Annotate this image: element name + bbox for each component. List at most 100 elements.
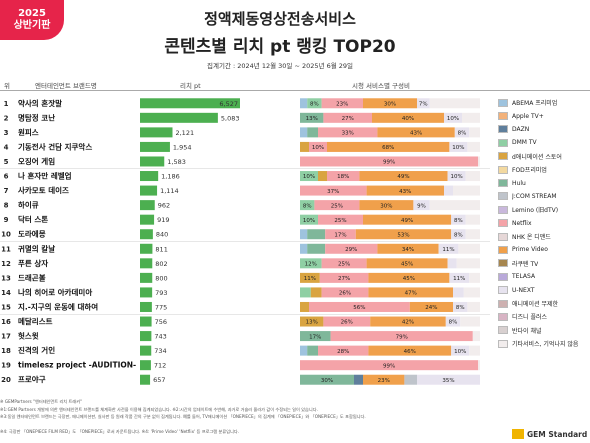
rank-label: 18 [1, 347, 11, 355]
composition-label: 27% [342, 116, 354, 122]
composition-segment [438, 243, 459, 254]
legend-swatch [498, 339, 508, 348]
brand-label: 푸른 상자 [18, 258, 48, 268]
rank-label: 17 [1, 333, 11, 341]
legend-swatch [498, 326, 508, 335]
legend-label: 라쿠텐 TV [512, 260, 539, 268]
legend-item: ABEMA 프리미엄 [498, 96, 590, 109]
composition-label: 26% [339, 291, 351, 297]
legend-item: DAZN [498, 123, 590, 136]
composition-segment [377, 127, 455, 138]
composition-segment [469, 272, 480, 283]
composition-label: 11% [442, 247, 454, 253]
composition-segment [478, 360, 480, 371]
legend-item: Apple TV+ [498, 109, 590, 122]
composition-segment [377, 243, 439, 254]
rank-label: 13 [1, 274, 11, 282]
rank-label: 7 [4, 187, 9, 195]
composition-segment [318, 171, 327, 182]
composition-label: 53% [397, 232, 409, 238]
composition-label: 25% [334, 218, 346, 224]
gem-logo-mark [512, 429, 524, 439]
composition-segment [327, 171, 360, 182]
composition-label: 26% [341, 320, 353, 326]
legend-item: d애니메이션 스토어 [498, 150, 590, 163]
composition-segment [300, 360, 479, 371]
composition-segment [300, 287, 311, 298]
composition-segment [413, 200, 430, 211]
legend-swatch [498, 259, 508, 268]
composition-segment [354, 374, 363, 385]
composition-label: 30% [380, 203, 392, 209]
legend-item: 라쿠텐 TV [498, 257, 590, 270]
legend-swatch [498, 179, 508, 188]
composition-segment [467, 301, 480, 312]
reach-value-label: 2,121 [175, 129, 194, 137]
brand-label: 드래곤볼 [18, 272, 46, 282]
brand-label: 프로야구 [18, 374, 46, 384]
composition-label: 10% [303, 218, 315, 224]
legend-swatch [498, 299, 508, 308]
composition-label: 12% [305, 262, 317, 268]
reach-bar [140, 345, 152, 356]
composition-label: 11% [453, 276, 465, 282]
reach-value-label: 775 [155, 303, 167, 311]
legend-item: 애니메이션 무제한 [498, 297, 590, 310]
legend-item: U-NEXT [498, 283, 590, 296]
chart-title-line1: 정액제동영상전송서비스 [204, 10, 356, 28]
composition-label: 8% [454, 218, 463, 224]
composition-label: 42% [402, 320, 414, 326]
composition-segment [307, 127, 318, 138]
composition-label: 43% [399, 189, 411, 195]
composition-label: 40% [402, 116, 414, 122]
composition-label: 10% [452, 145, 464, 151]
composition-segment [323, 316, 371, 327]
legend-item: J:COM STREAM [498, 190, 590, 203]
reach-value-label: 712 [154, 362, 166, 370]
rank-label: 14 [1, 289, 11, 297]
composition-segment [417, 374, 480, 385]
legend-label: Apple TV+ [512, 112, 544, 120]
composition-segment [469, 345, 480, 356]
legend-swatch [498, 219, 508, 228]
composition-segment [454, 127, 470, 138]
reach-bar [140, 98, 240, 109]
composition-segment [429, 200, 480, 211]
reach-bar [140, 287, 153, 298]
rank-label: 4 [4, 143, 9, 151]
brand-label: 원피스 [18, 127, 39, 137]
composition-segment [300, 272, 320, 283]
legend-label: 애니메이션 무제한 [512, 301, 559, 309]
legend-label: 반다이 채널 [512, 327, 542, 335]
reach-bar [140, 331, 152, 342]
legend-swatch [498, 205, 508, 214]
composition-label: 10% [312, 145, 324, 151]
composition-segment [472, 331, 480, 342]
rank-label: 1 [4, 100, 9, 108]
legend-swatch [498, 112, 508, 121]
legend-swatch [498, 272, 508, 281]
composition-segment [321, 287, 369, 298]
composition-label: 18% [337, 174, 349, 180]
reach-value-label: 802 [155, 260, 167, 268]
composition-segment [460, 316, 480, 327]
composition-label: 23% [378, 378, 390, 384]
legend-item: 반다이 채널 [498, 324, 590, 337]
composition-segment [449, 272, 470, 283]
reach-bar [140, 185, 158, 196]
header-divider [0, 90, 590, 91]
legend-swatch [498, 165, 508, 174]
legend-swatch [498, 138, 508, 147]
composition-segment [307, 243, 326, 254]
legend-label: d애니메이션 스토어 [512, 153, 562, 161]
composition-label: 10% [450, 174, 462, 180]
rank-label: 8 [4, 202, 9, 210]
reach-value-label: 6,527 [219, 100, 238, 108]
legend-label: Netflix [512, 219, 532, 227]
brand-label: 나의 히어로 아카데미아 [18, 287, 92, 297]
header-rank: 위 [4, 82, 10, 90]
composition-segment [465, 171, 480, 182]
reach-bar [140, 127, 173, 138]
composition-segment [327, 141, 450, 152]
reach-value-label: 1,954 [173, 143, 192, 151]
